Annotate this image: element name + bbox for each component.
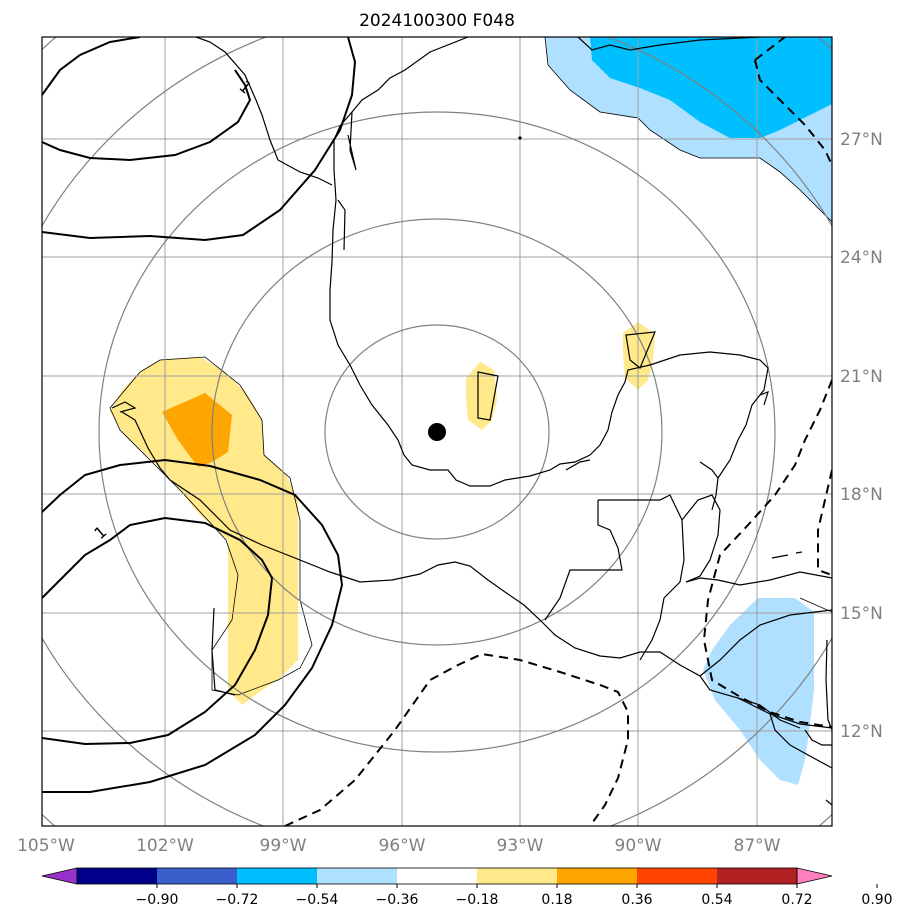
- lon-tick-105w: 105°W: [17, 836, 75, 856]
- lat-lon-gridlines: [42, 37, 832, 826]
- colorbar: −0.90 −0.72 −0.54 −0.36 −0.18 0.18 0.36 0.54 0.7…: [41, 867, 893, 908]
- lon-tick-99w: 99°W: [260, 836, 307, 856]
- longitude-tick-labels: 105°W 102°W 99°W 96°W 93°W 90°W 87°W: [17, 836, 781, 856]
- colorbar-swatch: [637, 868, 718, 884]
- colorbar-extend-low: [41, 867, 78, 885]
- lat-tick-24n: 24°N: [840, 248, 883, 268]
- colorbar-swatch: [717, 868, 798, 884]
- colorbar-swatch: [317, 868, 398, 884]
- colorbar-swatch: [397, 868, 478, 884]
- lon-tick-87w: 87°W: [734, 836, 781, 856]
- latitude-tick-labels: 27°N 24°N 21°N 18°N 15°N 12°N: [840, 130, 883, 742]
- lat-tick-12n: 12°N: [840, 722, 883, 742]
- yellow-region-yucatan: [623, 322, 655, 390]
- lat-tick-21n: 21°N: [840, 367, 883, 387]
- small-island-dot: [518, 136, 522, 140]
- lon-tick-90w: 90°W: [615, 836, 662, 856]
- lat-tick-18n: 18°N: [840, 485, 883, 505]
- colorbar-extend-high: [796, 867, 833, 885]
- blue-region-northeast: [590, 37, 832, 138]
- colorbar-tick-label: 0.18: [541, 892, 572, 908]
- coastlines: [111, 37, 832, 806]
- colorbar-tick-label: 0.72: [781, 892, 812, 908]
- colorbar-swatch: [237, 868, 318, 884]
- colorbar-swatch: [557, 868, 638, 884]
- map-title: 2024100300 F048: [359, 11, 515, 31]
- solid-contours: [42, 37, 357, 793]
- yellow-region-gulf: [466, 362, 497, 430]
- colorbar-tick-label: 0.90: [861, 892, 892, 908]
- yellow-region-west: [110, 357, 298, 705]
- colorbar-tick-label: 0.54: [701, 892, 732, 908]
- colorbar-tick-label: −0.90: [136, 892, 179, 908]
- colorbar-swatch: [477, 868, 558, 884]
- light-blue-region-southeast: [703, 598, 814, 785]
- shaded-anomaly-fields: [110, 37, 832, 785]
- lat-tick-27n: 27°N: [840, 130, 883, 150]
- lat-tick-15n: 15°N: [840, 604, 883, 624]
- colorbar-tick-label: −0.18: [456, 892, 499, 908]
- colorbar-tick-label: −0.54: [296, 892, 339, 908]
- colorbar-tick-label: −0.72: [216, 892, 259, 908]
- colorbar-outline: [76, 867, 798, 885]
- lon-tick-102w: 102°W: [136, 836, 194, 856]
- lon-tick-96w: 96°W: [379, 836, 426, 856]
- orange-region-west: [162, 393, 232, 467]
- storm-center-marker: [428, 423, 446, 441]
- colorbar-swatch: [157, 868, 238, 884]
- map-border: [41, 36, 833, 827]
- colorbar-tick-label: 0.36: [621, 892, 652, 908]
- dashed-contours: [284, 37, 832, 826]
- lon-tick-93w: 93°W: [497, 836, 544, 856]
- colorbar-swatch: [77, 868, 158, 884]
- colorbar-tick-label: −0.36: [376, 892, 419, 908]
